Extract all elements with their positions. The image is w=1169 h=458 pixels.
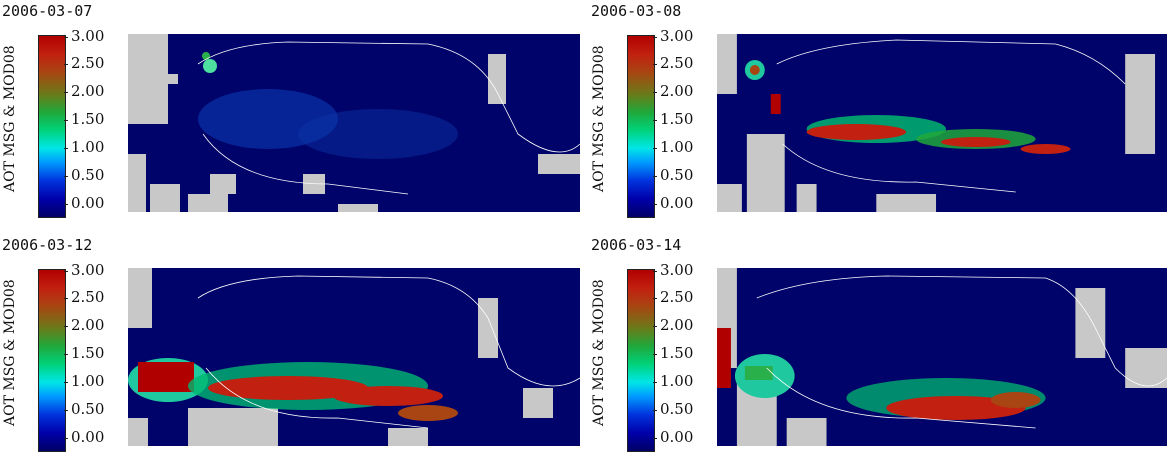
tick-label: 2.00 (64, 82, 104, 100)
tick-label: 2.50 (64, 54, 104, 72)
tick-label: 1.50 (653, 344, 693, 362)
colorbar-ticks: 3.00 2.50 2.00 1.50 1.00 0.50 0.00 (64, 261, 124, 451)
aot-map (128, 34, 580, 212)
tick-label: 2.50 (653, 288, 693, 306)
tick-label: 0.00 (64, 194, 104, 212)
tick-label: 3.00 (653, 261, 693, 279)
tick-label: 3.00 (653, 27, 693, 45)
tick-label: 1.50 (64, 110, 104, 128)
panel-2006-03-12: 2006-03-12 AOT MSG & MOD08 3.00 2.50 2.0… (0, 236, 580, 452)
tick-label: 2.00 (64, 316, 104, 334)
tick-label: 1.00 (64, 138, 104, 156)
aot-map (717, 34, 1167, 212)
colorbar (38, 35, 66, 218)
tick-label: 3.00 (64, 27, 104, 45)
colorbar (627, 35, 655, 218)
tick-label: 1.00 (653, 138, 693, 156)
panel-2006-03-08: 2006-03-08 AOT MSG & MOD08 3.00 2.50 2.0… (589, 2, 1169, 218)
tick-label: 2.50 (653, 54, 693, 72)
tick-label: 0.00 (653, 428, 693, 446)
tick-label: 1.00 (653, 372, 693, 390)
colorbar-label: AOT MSG & MOD08 (2, 279, 18, 426)
colorbar-label: AOT MSG & MOD08 (2, 45, 18, 192)
panel-date: 2006-03-07 (2, 2, 93, 20)
tick-label: 0.50 (653, 400, 693, 418)
aot-map (717, 268, 1167, 446)
tick-label: 0.00 (64, 428, 104, 446)
tick-label: 1.50 (653, 110, 693, 128)
tick-label: 0.50 (653, 166, 693, 184)
panel-2006-03-07: 2006-03-07 AOT MSG & MOD08 3.00 2.50 2.0… (0, 2, 580, 218)
colorbar-ticks: 3.00 2.50 2.00 1.50 1.00 0.50 0.00 (653, 27, 713, 217)
tick-label: 2.00 (653, 316, 693, 334)
panel-date: 2006-03-08 (591, 2, 682, 20)
colorbar (38, 269, 66, 452)
colorbar-label: AOT MSG & MOD08 (591, 45, 607, 192)
tick-label: 0.00 (653, 194, 693, 212)
colorbar-ticks: 3.00 2.50 2.00 1.50 1.00 0.50 0.00 (653, 261, 713, 451)
tick-label: 1.00 (64, 372, 104, 390)
tick-label: 3.00 (64, 261, 104, 279)
aot-map (128, 268, 580, 446)
tick-label: 0.50 (64, 166, 104, 184)
colorbar (627, 269, 655, 452)
panel-date: 2006-03-14 (591, 236, 682, 254)
colorbar-ticks: 3.00 2.50 2.00 1.50 1.00 0.50 0.00 (64, 27, 124, 217)
panel-2006-03-14: 2006-03-14 AOT MSG & MOD08 3.00 2.50 2.0… (589, 236, 1169, 452)
tick-label: 2.00 (653, 82, 693, 100)
tick-label: 0.50 (64, 400, 104, 418)
tick-label: 1.50 (64, 344, 104, 362)
tick-label: 2.50 (64, 288, 104, 306)
colorbar-label: AOT MSG & MOD08 (591, 279, 607, 426)
panel-date: 2006-03-12 (2, 236, 93, 254)
